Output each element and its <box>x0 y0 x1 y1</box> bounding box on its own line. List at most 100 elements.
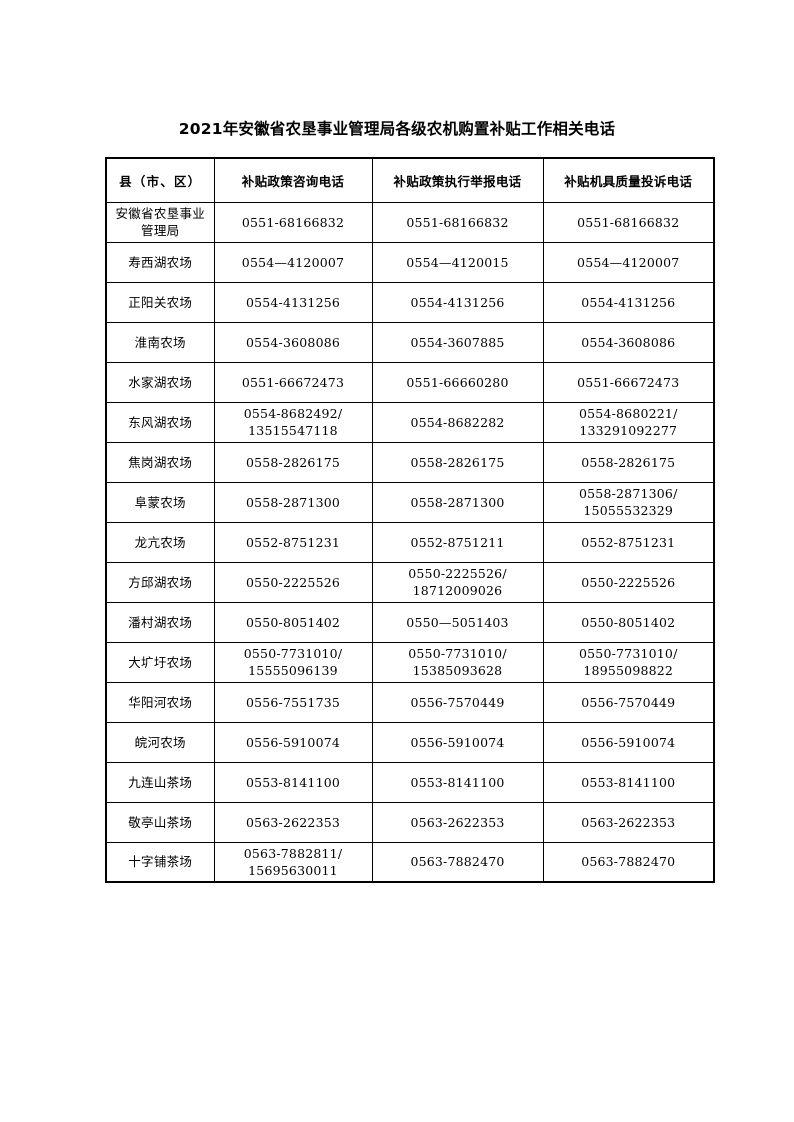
phone-number-line: 0554-3607885 <box>410 334 505 350</box>
table-row: 东风湖农场 0554-8682492/13515547118 0554-868228… <box>105 401 715 443</box>
cell-quality-phone: 0551-68166832 <box>542 201 715 243</box>
table-row: 阜蒙农场 0558-2871300 0558-2871300 0558-2871306… <box>105 481 715 523</box>
phone-number-line: 0552-8751211 <box>410 534 505 550</box>
phone-number-line: 0563-2622353 <box>245 814 341 830</box>
table-row: 华阳河农场 0556-7551735 0556-7570449 0556-757044… <box>105 681 715 723</box>
phone-number-line: 0554-4131256 <box>245 294 341 310</box>
phone-number-line: 0558-2871300 <box>245 494 341 510</box>
cell-quality-phone: 0550-8051402 <box>542 601 715 643</box>
cell-consult-phone: 0553-8141100 <box>213 761 373 803</box>
phone-number-line: 0551-66672473 <box>577 374 680 390</box>
phone-number-line: 0556-5910074 <box>410 734 505 750</box>
page-title: 2021年安徽省农垦事业管理局各级农机购置补贴工作相关电话 <box>178 120 616 138</box>
phone-number-line: 0551-68166832 <box>406 214 509 230</box>
phone-number-line: 0556-7570449 <box>581 694 676 710</box>
cell-county-name: 正阳关农场 <box>105 281 215 323</box>
table-header: 县（市、区） 补贴政策咨询电话 补贴政策执行举报电话 补贴机具质量投诉电话 <box>105 157 715 203</box>
cell-quality-phone: 0563-2622353 <box>542 801 715 843</box>
table-row: 十字铺茶场 0563-7882811/15695630011 0563-788247… <box>105 841 715 883</box>
cell-county-name: 东风湖农场 <box>105 401 215 443</box>
cell-quality-phone: 0550-2225526 <box>542 561 715 603</box>
cell-county-name: 皖河农场 <box>105 721 215 763</box>
cell-consult-phone: 0554-4131256 <box>213 281 373 323</box>
cell-report-phone: 0550—5051403 <box>371 601 544 643</box>
phone-number-line: 0563-2622353 <box>410 814 505 830</box>
phone-number-line: 0554-3608086 <box>581 334 676 350</box>
phone-number-line: 0558-2871306/ <box>578 486 678 501</box>
table-row: 潘村湖农场 0550-8051402 0550—5051403 0550-805140… <box>105 601 715 643</box>
cell-report-phone: 0553-8141100 <box>371 761 544 803</box>
cell-quality-phone: 0556-5910074 <box>542 721 715 763</box>
table-row: 敬亭山茶场 0563-2622353 0563-2622353 0563-262235… <box>105 801 715 843</box>
cell-consult-phone: 0550-8051402 <box>213 601 373 643</box>
cell-county-name: 九连山茶场 <box>105 761 215 803</box>
phone-number-line: 0556-5910074 <box>245 734 341 750</box>
phone-number-line: 0554-8682282 <box>410 414 505 430</box>
phone-number-line: 15385093628 <box>412 663 503 678</box>
cell-report-phone: 0563-2622353 <box>371 801 544 843</box>
table-row: 九连山茶场 0553-8141100 0553-8141100 0553-814110… <box>105 761 715 803</box>
cell-consult-phone: 0554—4120007 <box>213 241 373 283</box>
phone-number-line: 0552-8751231 <box>581 534 676 550</box>
table-row: 寿西湖农场 0554—4120007 0554—4120015 0554—412000… <box>105 241 715 283</box>
cell-quality-phone: 0558-2826175 <box>542 441 715 483</box>
cell-quality-phone: 0558-2871306/15055532329 <box>542 481 715 523</box>
phone-number-line: 0550-8051402 <box>245 614 341 630</box>
cell-quality-phone: 0563-7882470 <box>542 841 715 883</box>
phone-number-line: 0550-2225526/ <box>408 566 507 581</box>
cell-quality-phone: 0551-66672473 <box>542 361 715 403</box>
table-row: 焦岗湖农场 0558-2826175 0558-2826175 0558-282617… <box>105 441 715 483</box>
phone-number-line: 0550-7731010/ <box>578 646 678 661</box>
phone-number-line: 0551-68166832 <box>241 214 345 230</box>
cell-quality-phone: 0554-3608086 <box>542 321 715 363</box>
phone-number-line: 0551-66660280 <box>406 374 509 390</box>
cell-county-name: 敬亭山茶场 <box>105 801 215 843</box>
phone-number-line: 0554-3608086 <box>245 334 341 350</box>
cell-county-name: 寿西湖农场 <box>105 241 215 283</box>
cell-consult-phone: 0552-8751231 <box>213 521 373 563</box>
phone-number-line: 0554-8680221/ <box>578 406 678 421</box>
cell-county-name: 方邱湖农场 <box>105 561 215 603</box>
phone-number-line: 0554-4131256 <box>581 294 676 310</box>
phone-number-line: 15055532329 <box>583 503 674 518</box>
cell-county-name: 潘村湖农场 <box>105 601 215 643</box>
phone-number-line: 0556-7570449 <box>410 694 505 710</box>
cell-consult-phone: 0558-2826175 <box>213 441 373 483</box>
subsidy-phone-table: 县（市、区） 补贴政策咨询电话 补贴政策执行举报电话 补贴机具质量投诉电话 安徽… <box>105 157 715 883</box>
table-row: 大圹圩农场 0550-7731010/15555096139 0550-773101… <box>105 641 715 683</box>
phone-number-line: 0552-8751231 <box>245 534 341 550</box>
table-body: 安徽省农垦事业管理局 0551-68166832 0551-68166832 0551… <box>105 201 715 883</box>
cell-quality-phone: 0550-7731010/18955098822 <box>542 641 715 683</box>
cell-report-phone: 0563-7882470 <box>371 841 544 883</box>
cell-consult-phone: 0551-66672473 <box>213 361 373 403</box>
cell-county-name: 大圹圩农场 <box>105 641 215 683</box>
phone-number-line: 0554—4120007 <box>577 254 680 270</box>
column-header-consult-phone: 补贴政策咨询电话 <box>213 157 373 203</box>
cell-consult-phone: 0554-3608086 <box>213 321 373 363</box>
phone-number-line: 0563-7882811/ <box>243 845 343 861</box>
cell-county-name: 华阳河农场 <box>105 681 215 723</box>
cell-county-name: 水家湖农场 <box>105 361 215 403</box>
column-header-report-phone: 补贴政策执行举报电话 <box>371 157 544 203</box>
cell-county-name: 安徽省农垦事业管理局 <box>105 201 215 243</box>
cell-consult-phone: 0550-2225526 <box>213 561 373 603</box>
phone-number-line: 133291092277 <box>579 423 678 438</box>
phone-number-line: 0556-5910074 <box>581 734 676 750</box>
table-row: 龙亢农场 0552-8751231 0552-8751211 0552-8751231 <box>105 521 715 563</box>
table-row: 淮南农场 0554-3608086 0554-3607885 0554-3608086 <box>105 321 715 363</box>
cell-quality-phone: 0554-8680221/133291092277 <box>542 401 715 443</box>
phone-number-line: 0553-8141100 <box>581 774 676 790</box>
phone-number-line: 13515547118 <box>248 423 338 438</box>
cell-report-phone: 0550-2225526/18712009026 <box>371 561 544 603</box>
phone-number-line: 0551-66672473 <box>241 374 345 390</box>
phone-number-line: 0550-2225526 <box>245 574 341 590</box>
cell-report-phone: 0558-2826175 <box>371 441 544 483</box>
cell-report-phone: 0551-68166832 <box>371 201 544 243</box>
table-row: 方邱湖农场 0550-2225526 0550-2225526/1871200902… <box>105 561 715 603</box>
cell-report-phone: 0550-7731010/15385093628 <box>371 641 544 683</box>
table-row: 正阳关农场 0554-4131256 0554-4131256 0554-413125… <box>105 281 715 323</box>
cell-consult-phone: 0551-68166832 <box>213 201 373 243</box>
table-header-row: 县（市、区） 补贴政策咨询电话 补贴政策执行举报电话 补贴机具质量投诉电话 <box>105 157 715 203</box>
phone-number-line: 0550-7731010/ <box>408 646 507 661</box>
